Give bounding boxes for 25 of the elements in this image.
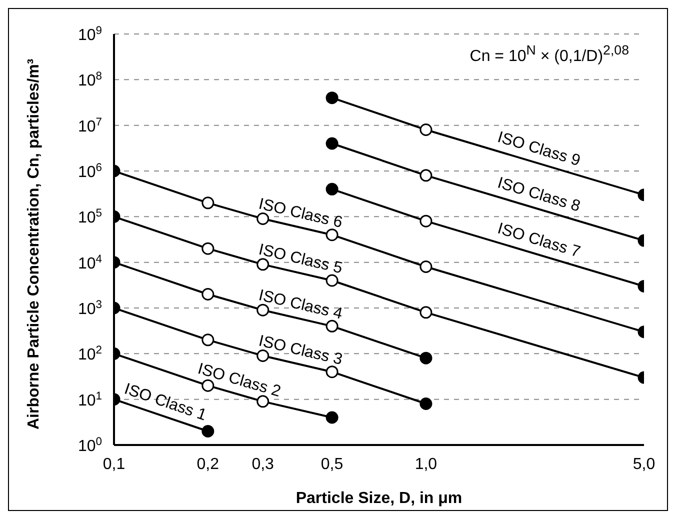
y-tick-label: 10$^{1}$ <box>78 390 102 410</box>
text: ISO Class 8 <box>496 174 582 216</box>
y-tick-label: 10$^{5}$ <box>78 208 102 227</box>
text: ISO Class 4 <box>257 287 344 323</box>
text: ISO Class 5 <box>257 241 344 278</box>
text: ISO Class 7 <box>496 220 582 262</box>
text: ISO Class 9 <box>496 129 582 170</box>
y-tick-label: 10$^{3}$ <box>78 299 102 318</box>
x-tick-label: 0,2 <box>196 456 220 473</box>
x-tick-label: 0,5 <box>320 456 344 473</box>
y-tick-label: 10$^{7}$ <box>78 116 102 136</box>
text: ISO Class 6 <box>257 196 344 232</box>
x-axis-title: Particle Size, D, in μm <box>296 490 462 507</box>
y-tick-label: 10$^{9}$ <box>78 25 102 44</box>
x-tick-label: 5,0 <box>632 456 656 473</box>
y-tick-label: 10$^{6}$ <box>78 162 102 181</box>
y-tick-label: 10$^{8}$ <box>78 70 102 90</box>
annotation: Cn = 10$^{N}$ × (0,1/D)$^{2,08}$ <box>470 43 629 66</box>
y-tick-label: 10$^{2}$ <box>78 344 102 364</box>
y-axis-title: Airborne Particle Concentration, Cn, particles/m³ <box>26 58 43 430</box>
y-tick-label: 10$^{4}$ <box>78 253 102 272</box>
x-tick-label: 0,3 <box>252 456 274 473</box>
x-tick-label: 0,1 <box>102 456 126 473</box>
y-tick-label: 10$^{0}$ <box>78 436 102 455</box>
x-tick-label: 1,0 <box>414 456 438 473</box>
